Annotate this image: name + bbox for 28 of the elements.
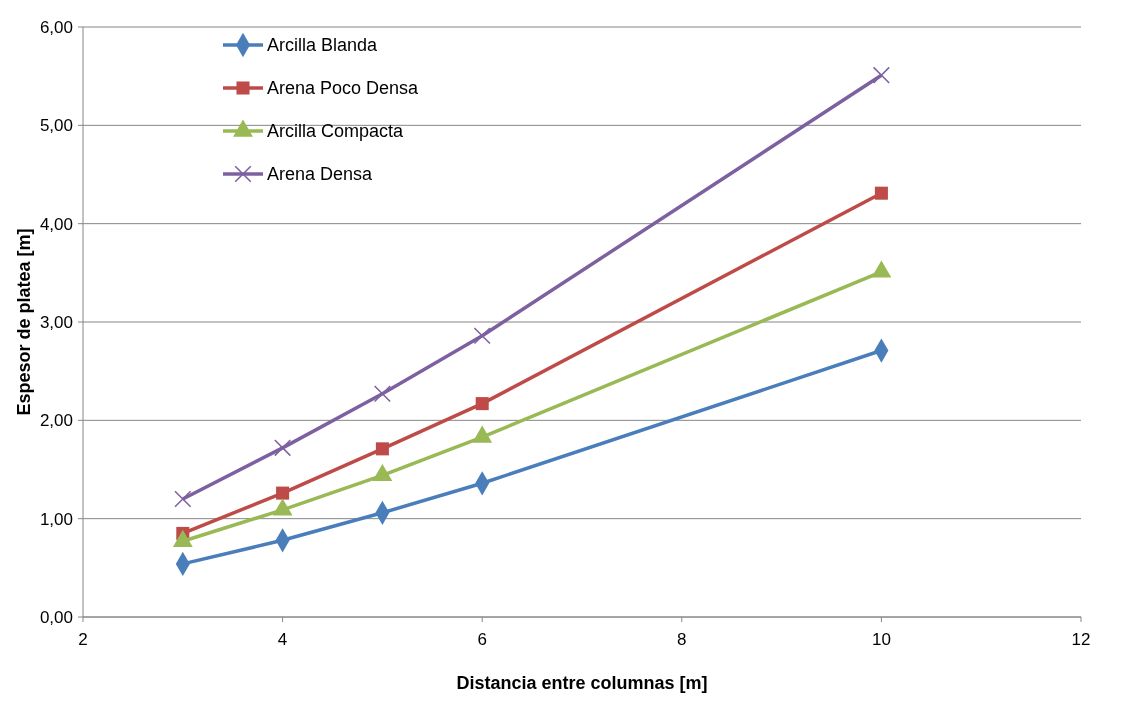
- point: [475, 397, 489, 411]
- y-tick-label: 2,00: [39, 411, 73, 431]
- y-axis-title: Espesor de platea [m]: [14, 228, 34, 416]
- point: [473, 327, 491, 345]
- x-tick-label: 6: [477, 630, 487, 649]
- point: [375, 442, 389, 456]
- point: [174, 490, 192, 508]
- x-tick-label: 2: [78, 630, 88, 649]
- legend-label: Arena Poco Densa: [267, 78, 420, 99]
- point: [276, 486, 290, 500]
- y-tick-label: 6,00: [39, 17, 73, 37]
- x-axis-title: Distancia entre columnas [m]: [456, 673, 708, 693]
- legend-label: Arcilla Blanda: [267, 35, 379, 56]
- y-tick-label: 3,00: [39, 312, 73, 332]
- x-tick-label: 4: [277, 630, 288, 649]
- y-tick-label: 1,00: [39, 509, 73, 529]
- legend-label: Arcilla Compacta: [267, 121, 405, 142]
- point: [373, 385, 391, 403]
- y-tick-label: 0,00: [39, 607, 73, 627]
- y-tick-label: 4,00: [39, 214, 73, 234]
- legend-label: Arena Densa: [267, 164, 374, 185]
- point: [274, 439, 292, 457]
- x-tick-label: 12: [1071, 630, 1091, 649]
- point: [872, 66, 890, 84]
- point: [874, 186, 888, 200]
- x-tick-label: 8: [677, 630, 687, 649]
- x-tick-label: 10: [871, 630, 891, 649]
- y-tick-label: 5,00: [39, 116, 73, 136]
